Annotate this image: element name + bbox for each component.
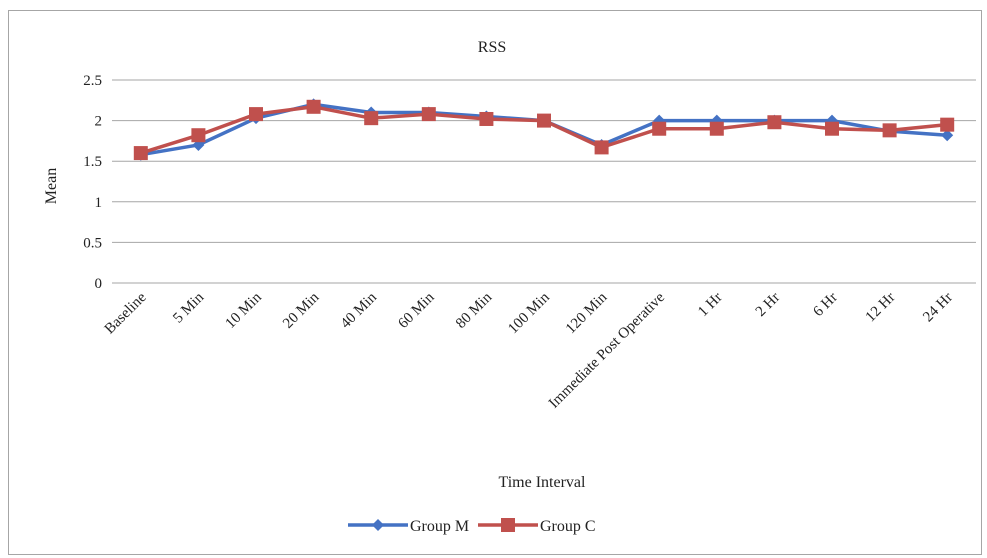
y-tick-label: 1.5 bbox=[83, 154, 102, 170]
x-tick-label: 120 Min bbox=[563, 289, 611, 337]
y-tick-label: 2 bbox=[95, 114, 103, 130]
x-tick-label: 20 Min bbox=[280, 289, 323, 332]
chart-title: RSS bbox=[478, 39, 506, 56]
data-point-square bbox=[306, 99, 321, 114]
x-tick-label: 2 Hr bbox=[753, 290, 783, 320]
y-tick-label: 2.5 bbox=[83, 73, 102, 89]
gridlines bbox=[112, 79, 976, 284]
x-tick-label: 40 Min bbox=[338, 289, 381, 332]
x-tick-label: 100 Min bbox=[505, 289, 553, 337]
data-point-square bbox=[882, 123, 897, 138]
data-point-square bbox=[421, 107, 436, 122]
legend: Group M Group C bbox=[348, 518, 596, 535]
x-axis-label: Time Interval bbox=[499, 474, 587, 491]
data-point-square bbox=[940, 117, 955, 132]
data-point-square bbox=[364, 111, 379, 126]
x-tick-label: 5 Min bbox=[170, 289, 207, 326]
x-axis-ticks: Baseline 5 Min 10 Min 20 Min 40 Min 60 Min 80 … bbox=[102, 289, 956, 411]
legend-marker-diamond bbox=[372, 519, 384, 531]
data-point-square bbox=[767, 115, 782, 130]
data-point-square bbox=[479, 111, 494, 126]
x-tick-label: 6 Hr bbox=[810, 290, 840, 320]
data-point-square bbox=[652, 121, 667, 136]
x-tick-label: 60 Min bbox=[395, 289, 438, 332]
y-tick-label: 1 bbox=[95, 195, 103, 211]
x-tick-label: 24 Hr bbox=[920, 290, 956, 326]
y-tick-label: 0.5 bbox=[83, 235, 102, 251]
y-axis-label: Mean bbox=[43, 168, 60, 204]
legend-label: Group C bbox=[540, 518, 596, 535]
x-tick-label: 80 Min bbox=[453, 289, 496, 332]
data-point-square bbox=[825, 121, 839, 136]
legend-label: Group M bbox=[410, 518, 469, 535]
data-point-square bbox=[594, 140, 609, 155]
legend-marker-square bbox=[501, 518, 515, 532]
x-tick-label: 1 Hr bbox=[695, 290, 725, 320]
x-tick-label: Immediate Post Operative bbox=[546, 289, 668, 411]
data-point-square bbox=[249, 107, 263, 122]
data-point-square bbox=[709, 121, 724, 136]
series-layer bbox=[133, 98, 955, 161]
y-axis-ticks: 0 0.5 1 1.5 2 2.5 bbox=[83, 73, 102, 292]
x-tick-label: 12 Hr bbox=[863, 290, 899, 326]
x-tick-label: Baseline bbox=[102, 289, 150, 337]
data-point-diamond bbox=[941, 129, 954, 142]
y-tick-label: 0 bbox=[95, 276, 103, 292]
data-point-square bbox=[191, 128, 206, 143]
data-point-square bbox=[537, 113, 551, 128]
data-point-square bbox=[133, 146, 148, 161]
x-tick-label: 10 Min bbox=[223, 289, 266, 332]
